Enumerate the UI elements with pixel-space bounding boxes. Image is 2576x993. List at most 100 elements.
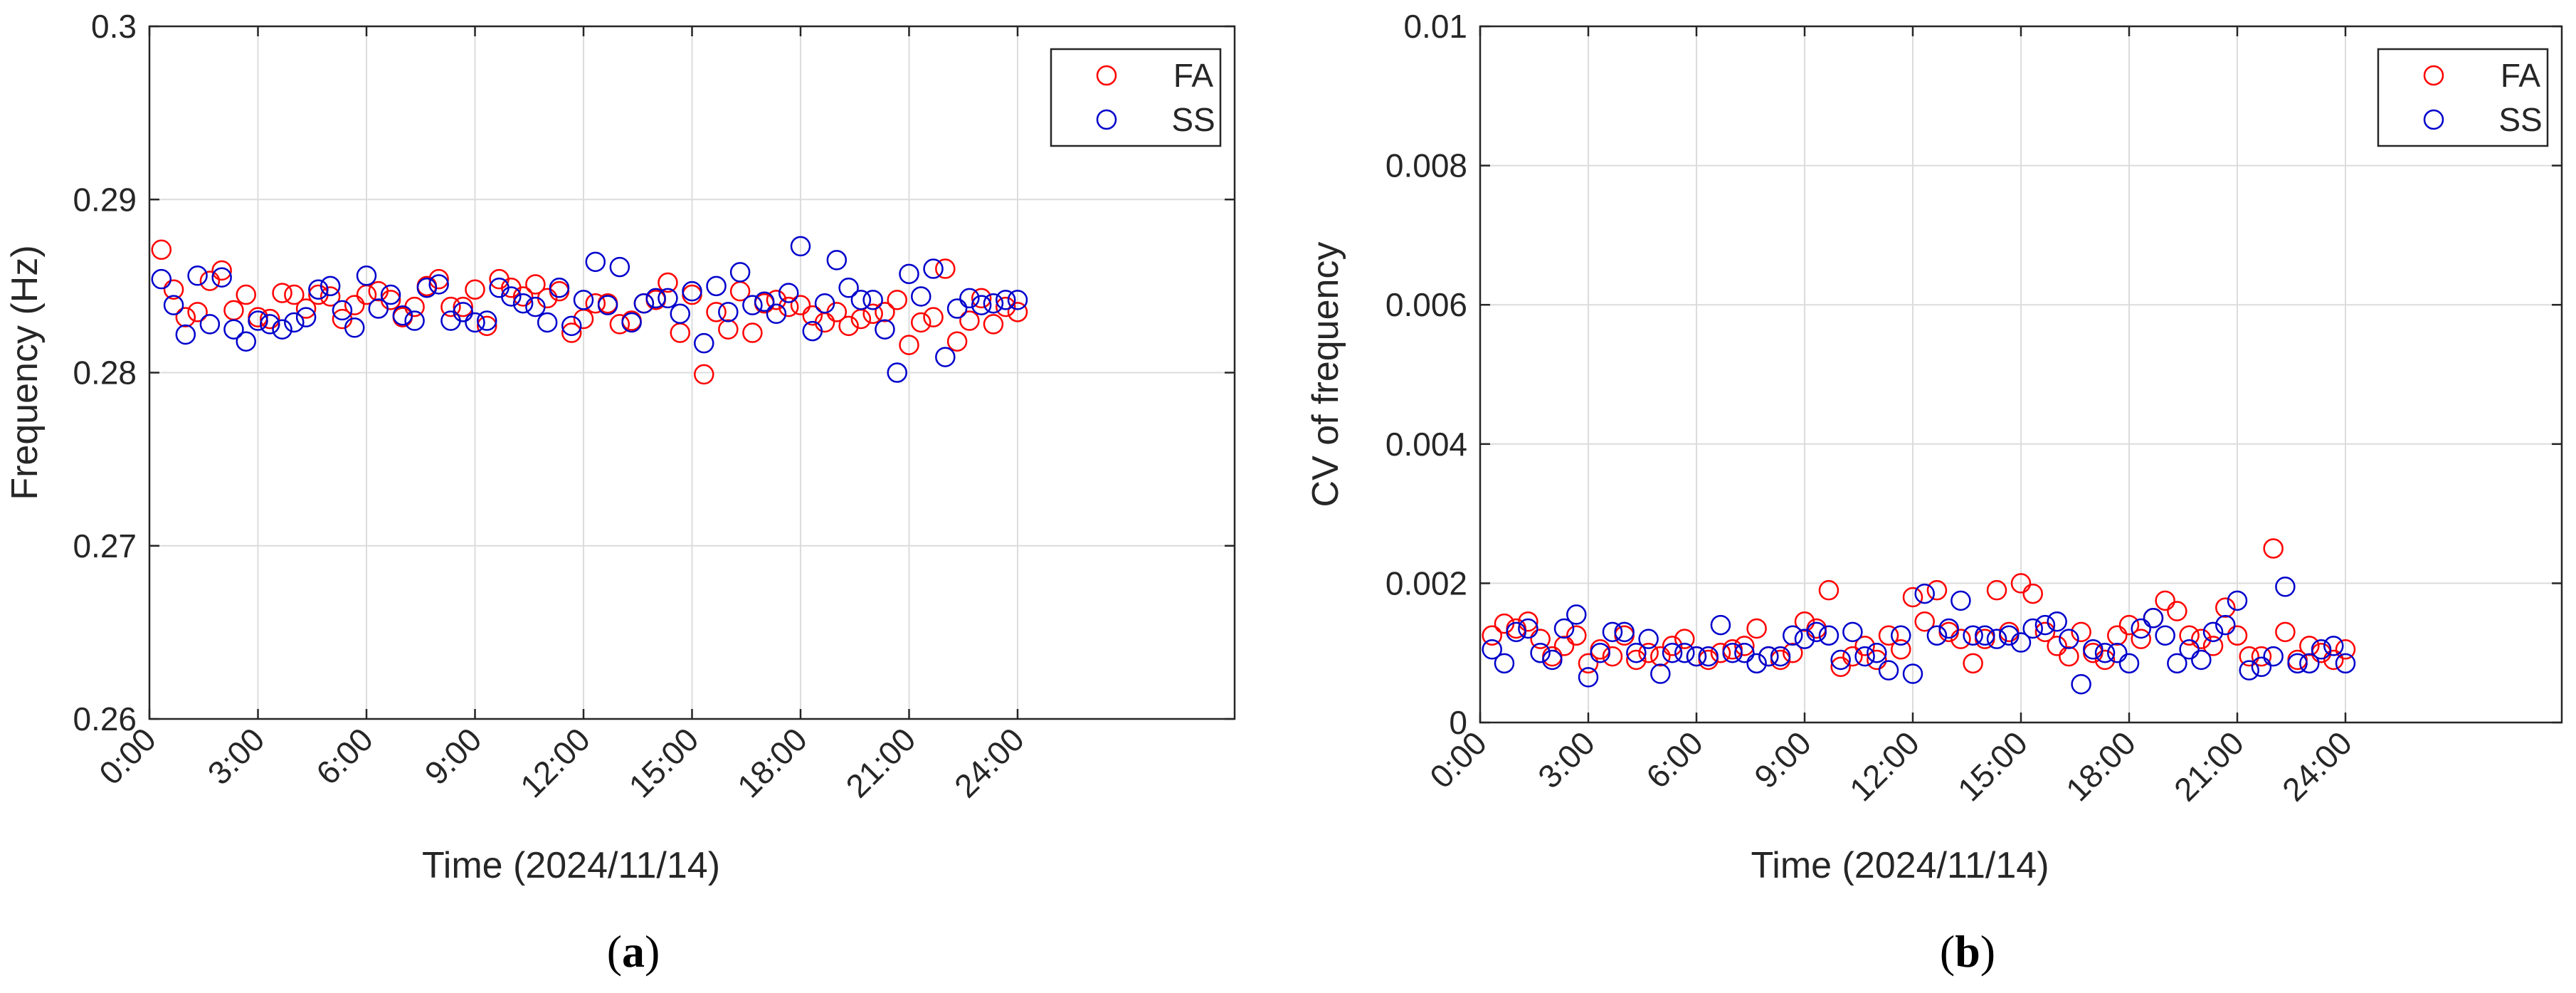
marker-ss <box>1602 621 1623 643</box>
marker-ss <box>465 312 485 333</box>
marker-ss <box>2263 646 2284 667</box>
marker-ss <box>778 283 799 303</box>
y-tick-label: 0.002 <box>1385 564 1467 601</box>
marker-fa <box>2335 639 2356 660</box>
marker-ss <box>1614 621 1635 643</box>
marker-ss <box>2022 618 2043 639</box>
marker-fa <box>1530 629 1551 649</box>
marker-fa <box>187 302 208 322</box>
marker-ss <box>1722 642 1743 663</box>
marker-fa <box>2094 649 2116 671</box>
marker-fa <box>838 315 859 337</box>
marker-ss <box>597 295 618 315</box>
marker-ss <box>2118 653 2140 674</box>
marker-fa <box>151 239 172 261</box>
marker-ss <box>983 293 1004 314</box>
marker-ss <box>561 315 582 337</box>
marker-ss <box>838 278 859 298</box>
marker-fa <box>1783 642 1803 663</box>
marker-ss <box>1770 646 1791 667</box>
marker-fa <box>1482 625 1502 646</box>
marker-fa <box>2323 649 2344 671</box>
marker-fa <box>971 288 992 309</box>
marker-ss <box>911 286 931 307</box>
marker-fa <box>2251 646 2272 667</box>
marker-ss <box>2047 611 2067 632</box>
marker-ss <box>1650 663 1671 684</box>
marker-fa <box>2215 597 2236 618</box>
legend: FA SS <box>1050 48 1222 147</box>
marker-fa <box>911 312 931 333</box>
marker-fa <box>175 307 196 327</box>
marker-ss <box>621 312 642 333</box>
y-tick-label: 0.27 <box>73 527 137 564</box>
marker-ss <box>501 286 522 307</box>
marker-fa <box>1734 636 1755 656</box>
legend-marker-fa <box>1096 65 1117 86</box>
caption-open: ( <box>1940 926 1955 977</box>
marker-ss <box>729 262 751 283</box>
marker-ss <box>923 258 944 279</box>
x-axis-label: Time (2024/11/14) <box>422 845 720 886</box>
marker-ss <box>332 300 353 321</box>
marker-ss <box>995 290 1016 310</box>
marker-fa <box>2034 621 2056 643</box>
marker-ss <box>706 275 727 297</box>
caption-close: ) <box>1980 926 1995 977</box>
marker-fa <box>272 283 292 303</box>
marker-ss <box>2239 660 2259 681</box>
marker-ss <box>1578 667 1599 688</box>
marker-ss <box>356 266 377 286</box>
marker-ss <box>1854 646 1875 667</box>
legend: FA SS <box>2377 48 2549 147</box>
marker-fa <box>561 322 582 343</box>
marker-fa <box>453 296 473 317</box>
marker-fa <box>1710 642 1731 663</box>
marker-fa <box>790 295 811 315</box>
marker-fa <box>2299 636 2320 656</box>
marker-fa <box>802 305 823 326</box>
marker-fa <box>2155 590 2175 611</box>
marker-ss <box>1818 625 1839 646</box>
marker-ss <box>1975 625 1995 646</box>
marker-ss <box>633 293 655 314</box>
marker-ss <box>682 280 702 302</box>
legend-label-ss: SS <box>2498 101 2542 138</box>
marker-ss <box>2167 653 2187 674</box>
marker-ss <box>2107 642 2128 663</box>
panel-caption: (b) <box>1940 926 1995 977</box>
marker-ss <box>2323 636 2344 656</box>
marker-ss <box>1553 618 1575 639</box>
marker-fa <box>959 310 980 331</box>
marker-ss <box>1638 629 1659 649</box>
marker-ss <box>1674 642 1695 663</box>
marker-ss <box>1590 642 1610 663</box>
marker-ss <box>1746 653 1767 674</box>
marker-ss <box>2034 614 2056 636</box>
marker-fa <box>163 279 184 300</box>
marker-ss <box>802 320 823 342</box>
marker-ss <box>284 312 305 333</box>
marker-ss <box>1938 618 1959 639</box>
marker-ss <box>658 288 678 309</box>
caption-close: ) <box>645 926 660 977</box>
y-axis-label: CV of frequency <box>1305 242 1346 508</box>
marker-fa <box>585 293 606 314</box>
marker-ss <box>2275 577 2296 597</box>
marker-fa <box>2010 573 2032 594</box>
marker-fa <box>1891 639 1911 660</box>
legend-marker-ss <box>2423 109 2444 130</box>
marker-fa <box>1867 649 1887 671</box>
marker-ss <box>754 291 775 312</box>
marker-ss <box>826 250 848 270</box>
panel-a: 0:00 3:00 6:00 9:00 12:00 15:00 18:00 21:00 24:0… <box>4 8 1236 977</box>
marker-ss <box>344 317 365 338</box>
marker-ss <box>585 251 606 273</box>
marker-ss <box>1806 621 1827 643</box>
x-axis-label: Time (2024/11/14) <box>1751 845 2049 886</box>
marker-fa <box>946 331 968 352</box>
marker-fa <box>2179 625 2200 646</box>
marker-fa <box>1518 611 1538 632</box>
marker-ss <box>175 324 196 345</box>
marker-ss <box>404 310 425 331</box>
